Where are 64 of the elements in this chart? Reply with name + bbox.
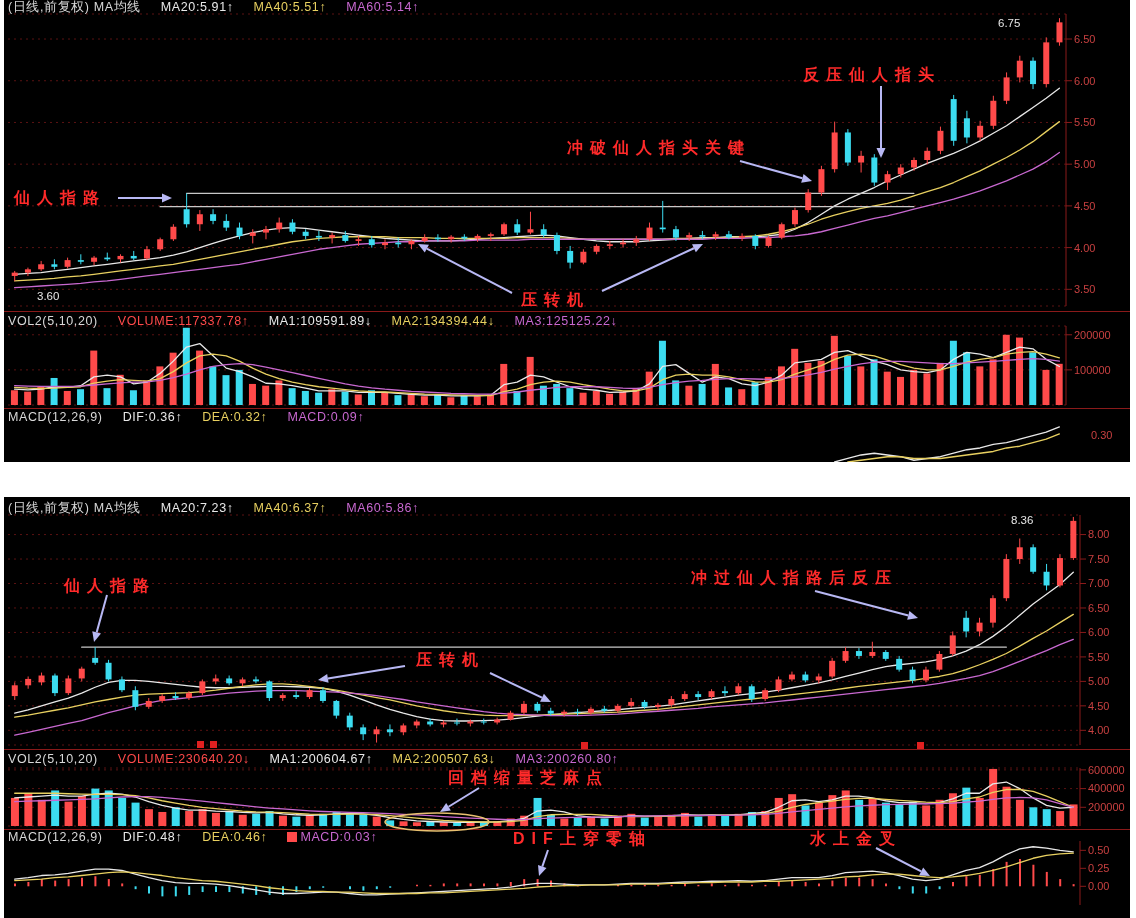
chart-title: (日线,前复权) MA均线 [8,501,141,515]
y-tick-label: 6.00 [1074,74,1096,87]
y-tick-label: 200000 [1088,801,1125,814]
text: MA1:200604.67↑ [269,752,373,766]
y-tick-label: 4.00 [1074,241,1096,254]
y-tick-label: 400000 [1088,782,1125,795]
y-tick-label: 3.50 [1074,283,1096,296]
legend-label: MACD:0.09↑ [287,410,365,424]
text: DEA:0.46↑ [202,830,268,844]
y-tick-label: 200000 [1074,328,1111,341]
text: MA3:200260.80↑ [515,752,619,766]
text: DIF:0.48↑ [122,830,183,844]
annotation: 压转机 [416,651,485,669]
text: MA2:200507.63↓ [392,752,496,766]
text: MA20:7.23↑ [160,501,234,515]
annotation: 水上金叉 [810,830,902,848]
y-tick-label: 0.00 [1088,880,1110,893]
y-tick-label: 8.00 [1088,528,1110,541]
annotation: 仙人指路 [14,189,106,207]
y-tick-label: 4.50 [1088,699,1110,712]
annotation: 仙人指路 [64,577,156,595]
y-tick-label: 600000 [1088,763,1125,776]
y-tick-label: 5.50 [1088,650,1110,663]
annotation: 8.36 [1010,514,1035,527]
annotation: DIF上穿零轴 [513,830,652,848]
text: MA60:5.86↑ [346,501,419,515]
text: 0.30 [1090,429,1114,442]
y-tick-label: 0.25 [1088,862,1110,875]
y-tick-label: 0.50 [1088,844,1110,857]
text: MA40:5.51↑ [253,0,327,14]
text: DEA:0.32↑ [202,410,268,424]
annotation: 6.75 [997,17,1022,30]
legend-label: MACD:0.03↑ [300,830,378,844]
y-tick-label: 7.00 [1088,577,1110,590]
text: DIF:0.36↑ [122,410,183,424]
text: MA60:5.14↑ [346,0,419,14]
chart-title: MACD(12,26,9) [8,410,103,424]
text: MA2:134394.44↓ [391,314,495,328]
y-tick-label: 5.50 [1074,116,1096,129]
annotation: 回档缩量芝麻点 [448,769,609,787]
y-tick-label: 100000 [1074,363,1111,376]
chart-title: (日线,前复权) MA均线 [8,0,141,14]
annotation: 3.60 [36,290,61,303]
annotation: 冲破仙人指头关键 [567,139,751,157]
text: MA1:109591.89↓ [268,314,372,328]
y-tick-label: 7.50 [1088,552,1110,565]
chart-title: MACD(12,26,9) [8,830,103,844]
y-tick-label: 6.00 [1088,626,1110,639]
y-tick-label: 5.00 [1074,158,1096,171]
y-tick-label: 4.50 [1074,199,1096,212]
y-tick-label: 5.00 [1088,675,1110,688]
y-tick-label: 6.50 [1074,32,1096,45]
text: MA40:6.37↑ [253,501,327,515]
annotation: 冲过仙人指路后反压 [691,569,898,587]
annotation: 反压仙人指头 [803,66,941,84]
y-tick-label: 6.50 [1088,601,1110,614]
series-label: VOLUME:117337.78↑ [117,314,249,328]
annotation: 压转机 [521,291,590,309]
text: MA20:5.91↑ [160,0,234,14]
text: MA3:125125.22↓ [514,314,618,328]
chart-title: VOL2(5,10,20) [8,314,98,328]
series-label: VOLUME:230640.20↓ [117,752,250,766]
y-tick-label: 4.00 [1088,724,1110,737]
chart-title: VOL2(5,10,20) [8,752,98,766]
